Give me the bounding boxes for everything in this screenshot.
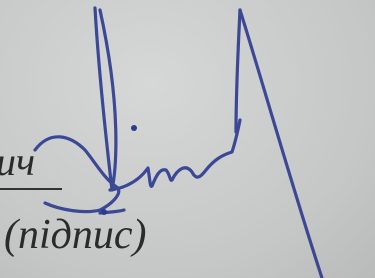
paper: ич (підпис) — [0, 0, 375, 278]
signature — [0, 0, 375, 278]
